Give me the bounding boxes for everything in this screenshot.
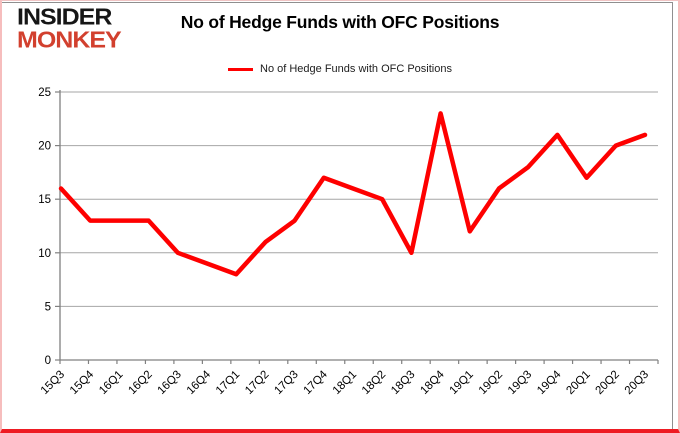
x-tick-label: 16Q1 xyxy=(97,369,125,397)
x-tick-label: 18Q2 xyxy=(360,369,388,397)
logo-monkey-text: MONKEY xyxy=(17,26,122,53)
x-axis-labels: 15Q3 15Q4 16Q1 16Q2 16Q3 16Q4 17Q1 17Q2 17Q3 17Q4… xyxy=(39,368,651,397)
x-tick-label: 18Q1 xyxy=(331,369,359,397)
logo-insider-text: INSIDER xyxy=(17,4,112,30)
x-tick-label: 19Q3 xyxy=(506,369,534,397)
chart-header: No of Hedge Funds with OFC Positions No … xyxy=(0,12,680,76)
legend-label: No of Hedge Funds with OFC Positions xyxy=(260,63,452,75)
y-tick-label: 5 xyxy=(45,301,51,313)
gridlines xyxy=(60,91,658,307)
chart-title: No of Hedge Funds with OFC Positions xyxy=(180,12,500,32)
x-tick-label: 15Q3 xyxy=(39,369,67,397)
x-tick-label: 15Q4 xyxy=(68,368,97,397)
x-tick-label: 19Q4 xyxy=(535,368,564,397)
y-axis-ticks: 0 5 10 15 20 25 xyxy=(38,87,60,367)
y-tick-label: 10 xyxy=(38,248,51,260)
data-line xyxy=(58,111,648,277)
x-tick-label: 20Q1 xyxy=(564,369,592,397)
insider-monkey-logo: INSIDER MONKEY xyxy=(17,4,122,53)
x-tick-label: 17Q2 xyxy=(243,369,271,397)
legend: No of Hedge Funds with OFC Positions xyxy=(228,63,452,75)
x-tick-label: 17Q1 xyxy=(214,369,242,397)
x-tick-label: 18Q3 xyxy=(389,369,417,397)
y-tick-label: 20 xyxy=(38,141,51,153)
y-tick-label: 25 xyxy=(38,87,51,99)
x-tick-label: 17Q4 xyxy=(302,368,331,397)
x-tick-label: 16Q2 xyxy=(126,369,154,397)
x-tick-label: 16Q3 xyxy=(156,369,184,397)
x-tick-label: 20Q2 xyxy=(594,369,622,397)
x-tick-label: 20Q3 xyxy=(623,369,651,397)
x-axis-ticks xyxy=(59,360,659,364)
axes xyxy=(59,90,658,361)
y-tick-label: 0 xyxy=(45,355,51,367)
x-tick-label: 19Q1 xyxy=(448,369,476,397)
x-tick-label: 18Q4 xyxy=(418,368,447,397)
x-tick-label: 19Q2 xyxy=(477,369,505,397)
x-tick-label: 17Q3 xyxy=(272,369,300,397)
y-tick-label: 15 xyxy=(38,194,51,206)
x-tick-label: 16Q4 xyxy=(185,368,214,397)
legend-line-swatch xyxy=(228,67,253,71)
